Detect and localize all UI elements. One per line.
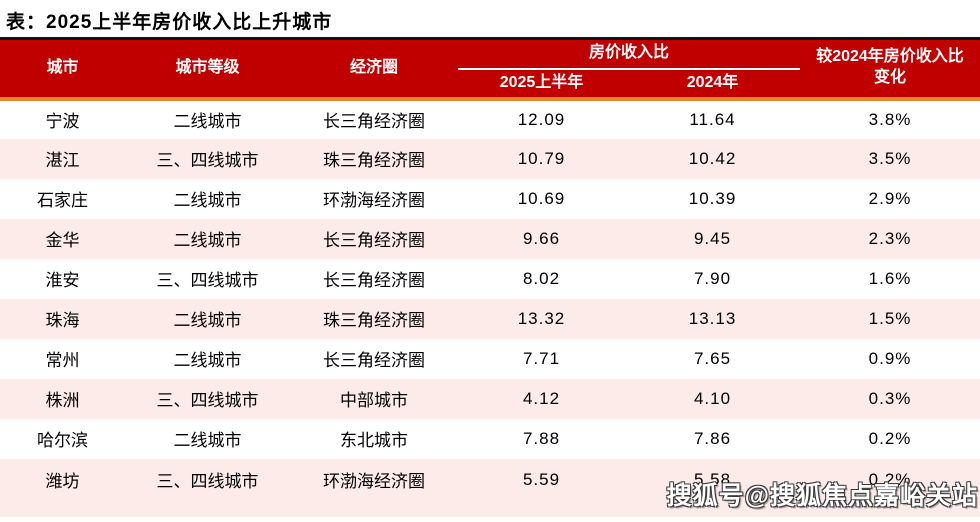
cell-ratio-2024: 5.58: [693, 469, 732, 489]
cell-city: 常州: [45, 351, 80, 370]
cell-ratio-2025: 8.02: [522, 268, 561, 288]
cell-ratio-2024: 13.13: [688, 308, 737, 328]
cell-tier: 三、四线城市: [156, 472, 259, 491]
cell-city: 潍坊: [45, 472, 80, 491]
header-circle: 经济圈: [290, 37, 458, 101]
cell-circle: 长三角经济圈: [323, 271, 425, 290]
cell-circle: 中部城市: [340, 391, 408, 410]
header-ratio-2024: 2024年: [625, 68, 801, 101]
table-row: 哈尔滨 二线城市 东北城市 7.88 7.86 0.2%: [0, 418, 980, 459]
cell-city: 湛江: [45, 151, 80, 170]
cell-ratio-2024: 9.45: [693, 228, 732, 248]
cell-city: 石家庄: [37, 191, 88, 210]
cell-ratio-2025: 9.66: [522, 228, 561, 248]
cell-ratio-2025: 4.12: [522, 388, 561, 408]
table-row: 常州 二线城市 长三角经济圈 7.71 7.65 0.9%: [0, 338, 980, 379]
cell-change: 1.6%: [868, 268, 912, 288]
header-tier: 城市等级: [125, 37, 290, 101]
table-row: 淮安 三、四线城市 长三角经济圈 8.02 7.90 1.6%: [0, 258, 980, 299]
table-header: 城市 城市等级 经济圈 房价收入比 较2024年房价收入比变化 2025上半年 …: [0, 37, 980, 101]
cell-tier: 二线城市: [173, 231, 242, 250]
cell-circle: 长三角经济圈: [323, 351, 425, 370]
cell-ratio-2024: 10.42: [688, 148, 737, 168]
cell-circle: 珠三角经济圈: [323, 311, 425, 330]
cell-tier: 三、四线城市: [156, 391, 259, 410]
cell-circle: 东北城市: [340, 431, 408, 450]
cell-change: 1.5%: [868, 308, 912, 328]
table-row: 湛江 三、四线城市 珠三角经济圈 10.79 10.42 3.5%: [0, 138, 980, 179]
table-row: 潍坊 三、四线城市 环渤海经济圈 5.59 5.58 0.2%: [0, 458, 980, 517]
price-income-ratio-table: 城市 城市等级 经济圈 房价收入比 较2024年房价收入比变化 2025上半年 …: [0, 37, 980, 517]
cell-tier: 二线城市: [173, 311, 242, 330]
cell-change: 2.9%: [868, 188, 912, 208]
header-change: 较2024年房价收入比变化: [800, 37, 980, 101]
cell-change: 2.3%: [868, 228, 912, 248]
cell-ratio-2025: 7.71: [522, 348, 561, 368]
cell-ratio-2024: 7.90: [693, 268, 732, 288]
cell-tier: 二线城市: [173, 431, 242, 450]
sohu-watermark: 搜狐号@搜狐焦点嘉峪关站: [666, 482, 978, 510]
cell-tier: 三、四线城市: [156, 151, 259, 170]
cell-change: 3.8%: [868, 109, 912, 129]
cell-ratio-2024: 11.64: [689, 109, 736, 129]
table-row: 金华 二线城市 长三角经济圈 9.66 9.45 2.3%: [0, 218, 980, 259]
cell-change: 0.2%: [868, 469, 912, 489]
cell-tier: 三、四线城市: [156, 271, 259, 290]
cell-city: 宁波: [45, 112, 80, 131]
table-row: 宁波 二线城市 长三角经济圈 12.09 11.64 3.8%: [0, 98, 980, 139]
cell-change: 3.5%: [868, 148, 912, 168]
cell-ratio-2024: 7.86: [693, 428, 732, 448]
cell-ratio-2025: 5.59: [522, 469, 561, 489]
cell-ratio-2025: 10.69: [517, 188, 566, 208]
header-ratio-group: 房价收入比: [458, 37, 801, 70]
cell-circle: 长三角经济圈: [323, 112, 425, 131]
table-row: 株洲 三、四线城市 中部城市 4.12 4.10 0.3%: [0, 378, 980, 419]
cell-city: 哈尔滨: [37, 431, 88, 450]
cell-circle: 长三角经济圈: [323, 231, 425, 250]
cell-city: 淮安: [45, 271, 80, 290]
page-title: 表：2025上半年房价收入比上升城市: [6, 12, 333, 33]
cell-city: 金华: [45, 231, 80, 250]
cell-tier: 二线城市: [173, 191, 242, 210]
cell-tier: 二线城市: [173, 112, 242, 131]
cell-circle: 环渤海经济圈: [323, 472, 425, 491]
cell-circle: 珠三角经济圈: [323, 151, 425, 170]
cell-change: 0.9%: [868, 348, 912, 368]
header-city: 城市: [0, 37, 125, 101]
cell-change: 0.2%: [868, 428, 912, 448]
cell-ratio-2025: 7.88: [522, 428, 561, 448]
table-row: 珠海 二线城市 珠三角经济圈 13.32 13.13 1.5%: [0, 298, 980, 339]
cell-tier: 二线城市: [173, 351, 242, 370]
cell-ratio-2025: 10.79: [517, 148, 566, 168]
cell-change: 0.3%: [868, 388, 912, 408]
table-row: 石家庄 二线城市 环渤海经济圈 10.69 10.39 2.9%: [0, 178, 980, 219]
cell-ratio-2024: 10.39: [688, 188, 737, 208]
cell-ratio-2025: 12.09: [517, 109, 566, 129]
cell-circle: 环渤海经济圈: [323, 191, 425, 210]
header-row-2: 2025上半年 2024年: [0, 68, 980, 101]
header-ratio-2025: 2025上半年: [458, 68, 625, 101]
cell-ratio-2024: 4.10: [693, 388, 732, 408]
header-row-1: 城市 城市等级 经济圈 房价收入比 较2024年房价收入比变化: [0, 37, 980, 101]
cell-city: 珠海: [45, 311, 80, 330]
cell-ratio-2024: 7.65: [693, 348, 732, 368]
cell-city: 株洲: [45, 391, 80, 410]
cell-ratio-2025: 13.32: [517, 308, 566, 328]
